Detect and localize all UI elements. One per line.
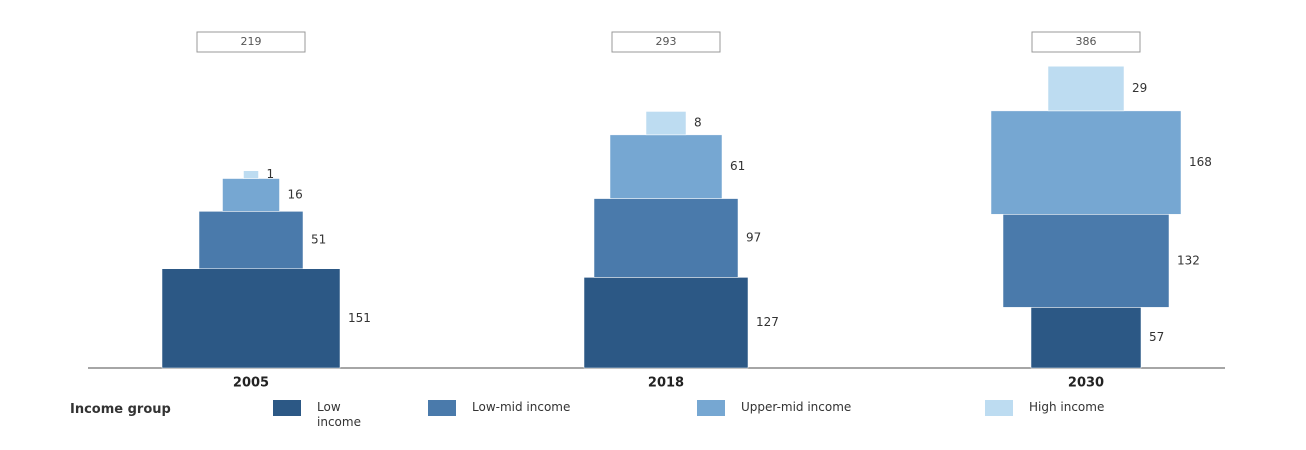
value-label: 151: [348, 311, 371, 325]
bar-segment: [243, 170, 259, 179]
x-tick-label: 2018: [648, 376, 684, 391]
value-label: 132: [1177, 253, 1200, 267]
total-label: 386: [1076, 35, 1097, 48]
bar-segment: [583, 277, 749, 369]
legend-label: Low income: [317, 400, 361, 429]
value-label: 61: [730, 159, 745, 173]
total-label: 293: [656, 35, 677, 48]
value-label: 127: [756, 315, 779, 329]
total-box: [1031, 31, 1141, 53]
value-label: 57: [1149, 330, 1164, 344]
value-label: 1: [267, 167, 275, 181]
total-box: [196, 31, 306, 53]
x-tick-label: 2030: [1068, 376, 1104, 391]
bar-segment: [1030, 307, 1142, 369]
legend-item: Upper-mid income: [697, 400, 851, 416]
value-label: 29: [1132, 81, 1147, 95]
value-label: 16: [288, 187, 303, 201]
value-label: 97: [746, 230, 761, 244]
bar-segment: [222, 178, 280, 212]
total-box: [611, 31, 721, 53]
bar-segment: [645, 111, 687, 136]
legend-swatch: [428, 400, 456, 416]
bar-segment: [609, 134, 723, 199]
legend-title: Income group: [70, 402, 171, 417]
legend-swatch: [985, 400, 1013, 416]
bar-segment: [198, 211, 304, 269]
legend-swatch: [697, 400, 725, 416]
value-label: 168: [1189, 155, 1212, 169]
legend-item: Low income: [273, 400, 377, 430]
value-label: 8: [694, 116, 702, 130]
legend-swatch: [273, 400, 301, 416]
legend-item: Low-mid income: [428, 400, 570, 416]
bar-segment: [1047, 65, 1125, 112]
legend-label: Upper-mid income: [741, 400, 852, 414]
legend: Income group Low income Low-mid income Upp…: [0, 400, 1306, 440]
bar-segment: [1002, 214, 1170, 308]
bar-segment: [990, 110, 1182, 215]
legend-item: High income: [985, 400, 1104, 416]
total-label: 219: [241, 35, 262, 48]
value-label: 51: [311, 233, 326, 247]
bar-segment: [593, 198, 739, 278]
chart: 2005 219 151 51 16 1 2018 293 127 97 61 8 2030 386 57 1…: [88, 31, 1225, 391]
legend-label: High income: [1029, 400, 1105, 414]
bar-segment: [161, 268, 341, 369]
legend-label: Low-mid income: [472, 400, 571, 414]
x-tick-label: 2005: [233, 376, 269, 391]
